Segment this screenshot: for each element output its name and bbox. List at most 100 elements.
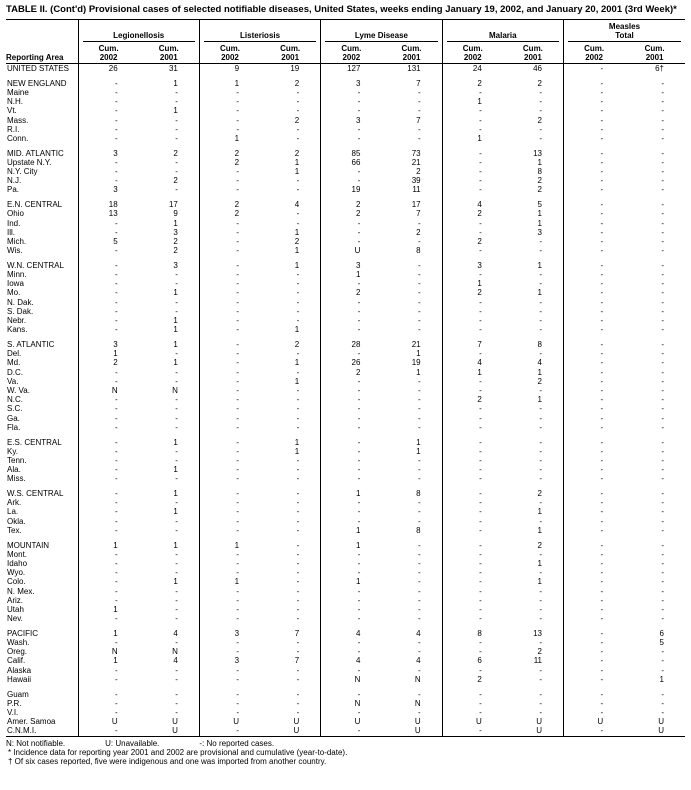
cell-value: - — [296, 404, 300, 414]
cell-value: - — [198, 549, 261, 559]
cell-value: 1 — [173, 106, 178, 116]
cell-value: 1 — [173, 339, 178, 349]
column-header-row: Reporting Area Cum. 2002 Cum. 2001 Cum. 20… — [6, 42, 685, 64]
cell-value: - — [296, 674, 300, 684]
cell-value: U — [293, 726, 300, 736]
cell-value: 2 — [77, 358, 139, 368]
cell-value: 1 — [537, 218, 542, 228]
cell-value: - — [296, 297, 300, 307]
cell-value: - — [661, 413, 664, 423]
cell-value: - — [198, 167, 261, 177]
area-name: P.R. — [7, 698, 22, 708]
area-name: La. — [7, 507, 19, 517]
cell-value: 11 — [412, 185, 421, 195]
cell-value: - — [417, 465, 421, 475]
cell-value: - — [198, 349, 261, 359]
cell-value: - — [563, 535, 625, 550]
cell-value: - — [320, 422, 382, 433]
cell-value: - — [441, 446, 503, 456]
cell-value: - — [563, 684, 625, 699]
cell-value: - — [441, 614, 503, 624]
cell-value: - — [539, 665, 542, 675]
cell-value: 2 — [198, 143, 261, 158]
column-header: Cum. 2002 — [563, 42, 625, 64]
cell-value: - — [198, 432, 261, 447]
cell-value: - — [563, 288, 625, 298]
cell-value: - — [296, 549, 300, 559]
cell-value: - — [563, 465, 625, 475]
cell-value: - — [198, 334, 261, 350]
cell-value: - — [77, 474, 139, 484]
table-row: N. Dak. - - - - - - - - - - — [6, 297, 685, 307]
cell-value: 24 — [441, 63, 503, 74]
cell-value: - — [539, 404, 542, 414]
cell-value: - — [198, 422, 261, 433]
cell-value: - — [175, 185, 178, 195]
cell-value: - — [417, 586, 421, 596]
cell-value: - — [320, 568, 382, 578]
cell-value: - — [661, 558, 664, 568]
area-name: Amer. Samoa — [7, 717, 56, 727]
cell-value: - — [417, 106, 421, 116]
table-row: N. Mex. - - - - - - - - - - — [6, 586, 685, 596]
area-name: UNITED STATES — [7, 64, 69, 73]
cell-value: - — [563, 167, 625, 177]
cell-value: - — [661, 339, 664, 349]
cell-value: 4 — [441, 194, 503, 210]
cell-value: - — [296, 218, 300, 228]
group-header: Legionellosis — [77, 19, 200, 42]
footnotes: N: Not notifiable. U: Unavailable. -: No r… — [6, 739, 685, 766]
cell-value: - — [417, 708, 421, 717]
cell-value: - — [417, 395, 421, 405]
cell-value: 1 — [294, 246, 300, 256]
cell-value: - — [417, 325, 421, 335]
cell-value: 1 — [294, 260, 300, 270]
area-name: Fla. — [7, 422, 21, 432]
cell-value: - — [441, 465, 503, 475]
cell-value: - — [77, 270, 139, 280]
area-name: PACIFIC — [7, 628, 38, 638]
cell-value: - — [441, 297, 503, 307]
area-name: E.N. CENTRAL — [7, 200, 63, 210]
cell-value: - — [563, 674, 625, 685]
cell-value: 3 — [320, 115, 382, 125]
cell-value: 1 — [416, 349, 421, 359]
document: TABLE II. (Cont'd) Provisional cases of … — [6, 4, 685, 766]
cell-value: - — [417, 270, 421, 280]
cell-value: - — [661, 200, 664, 210]
cell-value: U — [414, 726, 421, 736]
cell-value: - — [198, 665, 261, 675]
cell-value: - — [563, 558, 625, 569]
cell-value: - — [417, 306, 421, 316]
area-name: E.S. CENTRAL — [7, 437, 62, 447]
cell-value: 17 — [168, 200, 178, 210]
cell-value: - — [198, 558, 261, 569]
cell-value: - — [198, 236, 261, 247]
cell-value: - — [539, 413, 542, 423]
cell-value: 1 — [537, 157, 542, 167]
cell-value: 7 — [416, 209, 421, 219]
cell-value: - — [320, 325, 382, 335]
table-row: E.S. CENTRAL - 1 - 1 - 1 - - - - — [6, 432, 685, 447]
column-header: Cum. 2001 — [401, 44, 422, 62]
cell-value: 26 — [77, 63, 139, 74]
cell-value: U — [563, 717, 625, 727]
cell-value: - — [198, 684, 261, 699]
cell-value: 1 — [294, 358, 300, 368]
footnote: † Of six cases reported, five were indig… — [8, 756, 327, 766]
cell-value: 3 — [537, 227, 542, 237]
cell-value: 1 — [294, 167, 300, 177]
cell-value: N — [77, 647, 139, 657]
cell-value: - — [539, 549, 542, 559]
cell-value: 19 — [290, 64, 300, 73]
area-name: Nebr. — [7, 316, 27, 326]
table-row: Nev. - - - - - - - - - - — [6, 614, 685, 624]
area-name: Tenn. — [7, 455, 27, 465]
cell-value: - — [563, 236, 625, 247]
cell-value: 13 — [77, 209, 139, 219]
cell-value: - — [198, 647, 261, 657]
cell-value: - — [198, 568, 261, 578]
cell-value: - — [661, 167, 664, 177]
area-name: Calif. — [7, 656, 26, 666]
cell-value: - — [77, 376, 139, 386]
